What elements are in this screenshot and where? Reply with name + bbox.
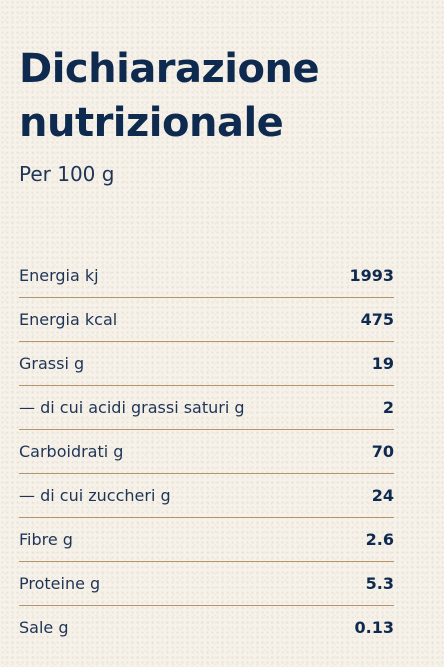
nutrient-label: Proteine g: [19, 574, 101, 593]
nutrition-table: Energia kj 1993 Energia kcal 475 Grassi …: [19, 254, 394, 649]
nutrient-label: Carboidrati g: [19, 442, 124, 461]
nutrition-row-protein: Proteine g 5.3: [19, 562, 394, 606]
nutrition-header: Dichiarazione nutrizionale Per 100 g: [19, 42, 394, 186]
nutrition-row-energy-kj: Energia kj 1993: [19, 254, 394, 298]
nutrient-label: Energia kj: [19, 266, 99, 285]
nutrient-value: 475: [360, 310, 394, 329]
nutrition-row-sugars: — di cui zuccheri g 24: [19, 474, 394, 518]
serving-subtitle: Per 100 g: [19, 162, 115, 186]
nutrient-value: 2: [382, 398, 394, 417]
nutrition-row-fibre: Fibre g 2.6: [19, 518, 394, 562]
nutrient-label: Fibre g: [19, 530, 73, 549]
nutrient-value: 24: [371, 486, 394, 505]
nutrient-label: — di cui acidi grassi saturi g: [19, 398, 245, 417]
nutrient-value: 70: [371, 442, 394, 461]
nutrition-row-saturated-fat: — di cui acidi grassi saturi g 2: [19, 386, 394, 430]
nutrient-value: 2.6: [365, 530, 394, 549]
title-line-1: Dichiarazione: [19, 46, 320, 92]
nutrition-row-salt: Sale g 0.13: [19, 606, 394, 649]
nutrient-value: 1993: [349, 266, 394, 285]
nutrient-value: 0.13: [354, 618, 394, 637]
page-title: Dichiarazione nutrizionale: [19, 42, 394, 150]
title-line-2: nutrizionale: [19, 100, 284, 146]
nutrient-label: — di cui zuccheri g: [19, 486, 171, 505]
nutrition-row-fat: Grassi g 19: [19, 342, 394, 386]
nutrient-label: Energia kcal: [19, 310, 118, 329]
nutrient-value: 19: [371, 354, 394, 373]
nutrient-label: Grassi g: [19, 354, 85, 373]
nutrient-value: 5.3: [365, 574, 394, 593]
nutrient-label: Sale g: [19, 618, 69, 637]
nutrition-row-carbohydrates: Carboidrati g 70: [19, 430, 394, 474]
nutrition-row-energy-kcal: Energia kcal 475: [19, 298, 394, 342]
